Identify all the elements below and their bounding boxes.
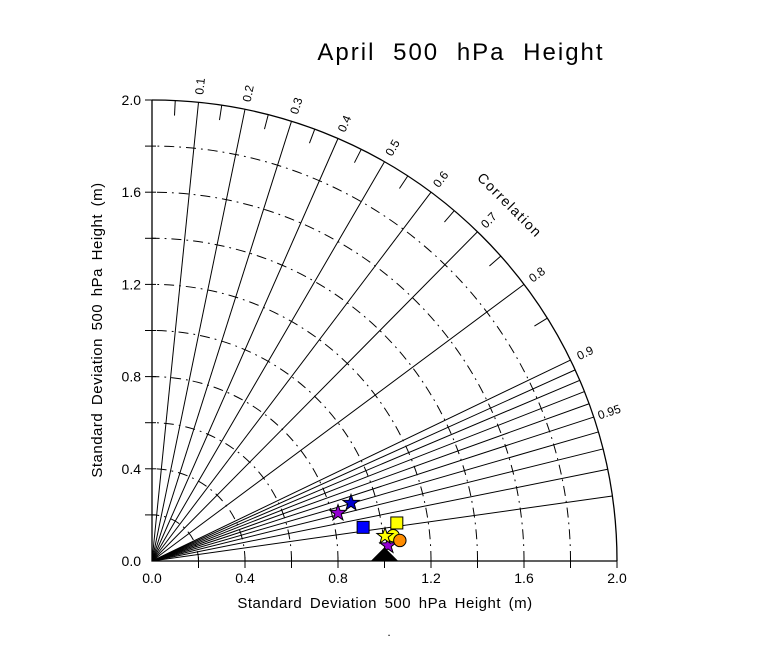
x-tick-label: 1.6 — [514, 570, 534, 586]
y-tick-label: 0.0 — [122, 553, 142, 569]
correlation-radial-line — [151, 468, 608, 562]
correlation-minor-tick — [399, 175, 409, 189]
correlation-minor-tick — [444, 210, 455, 223]
correlation-radial-line — [151, 431, 599, 562]
correlation-tick-label: 0.9 — [575, 343, 596, 363]
correlation-tick-label: 0.95 — [596, 402, 623, 423]
y-tick-label: 0.4 — [122, 461, 142, 477]
correlation-minor-tick — [489, 255, 502, 267]
correlation-axis-label: Correlation — [474, 169, 545, 240]
y-tick-label: 1.2 — [122, 276, 142, 292]
std-dev-arc — [151, 283, 432, 562]
y-tick-label: 2.0 — [122, 92, 142, 108]
correlation-tick-label: 0.8 — [526, 264, 548, 285]
correlation-tick-label: 0.5 — [382, 137, 403, 159]
blue-square-marker — [356, 520, 370, 534]
correlation-radial-line — [151, 231, 478, 562]
correlation-minor-tick — [173, 100, 176, 116]
chart-title: April 500 hPa Height — [317, 39, 604, 66]
correlation-radial-line — [151, 102, 199, 562]
axes — [151, 100, 617, 562]
correlation-radial-line — [151, 379, 580, 562]
correlation-radial-line — [151, 416, 594, 562]
correlation-radial-line — [151, 121, 292, 562]
x-tick-label: 0.4 — [235, 570, 255, 586]
yellow-square-marker — [390, 516, 404, 530]
y-tick-label: 1.6 — [122, 184, 142, 200]
correlation-radial-line — [151, 191, 432, 562]
correlation-radial-line — [151, 283, 525, 562]
correlation-tick-label: 0.3 — [287, 95, 305, 115]
correlation-radial-line — [151, 448, 604, 562]
correlation-tick-label: 0.1 — [192, 77, 208, 95]
std-dev-arc — [151, 514, 199, 562]
std-dev-arc — [151, 376, 339, 562]
correlation-minor-tick — [534, 317, 548, 327]
correlation-tick-label: 0.2 — [240, 84, 257, 103]
correlation-minor-tick — [308, 128, 316, 144]
x-tick-label: 0.8 — [328, 570, 348, 586]
polar-grid-layer: 0.1 0.2 0.3 0.4 0.5 0.6 0.7 0.8 0.9 0.95 0.00.0 0.4… — [122, 77, 627, 586]
blue-star-marker — [341, 492, 361, 512]
correlation-radial-line — [151, 359, 571, 562]
correlation-radial-line — [151, 138, 339, 562]
correlation-radial-line — [151, 109, 246, 562]
purple-star-1-marker — [328, 503, 348, 522]
y-tick-label: 0.8 — [122, 369, 142, 385]
std-dev-arc — [151, 191, 525, 562]
correlation-tick-label: 0.6 — [430, 168, 451, 190]
correlation-minor-tick — [263, 114, 269, 130]
correlation-tick-label: 0.4 — [335, 113, 355, 134]
std-dev-arc — [151, 422, 292, 562]
correlation-radial-line — [151, 495, 613, 562]
outer-arc — [151, 99, 618, 562]
x-tick-label: 1.2 — [421, 570, 441, 586]
stray-dot: . — [387, 625, 390, 639]
data-points-layer — [328, 492, 407, 561]
x-axis-label: Standard Deviation 500 hPa Height (m) — [237, 595, 532, 612]
correlation-minor-tick — [354, 149, 362, 163]
orange-circle-marker — [393, 533, 407, 548]
std-dev-arc — [151, 330, 385, 562]
std-dev-arc — [151, 468, 246, 562]
x-tick-label: 0.0 — [142, 570, 162, 586]
correlation-minor-tick — [218, 105, 223, 121]
x-tick-label: 2.0 — [607, 570, 627, 586]
correlation-radial-line — [151, 403, 590, 562]
correlation-tick-label: 0.7 — [478, 209, 500, 231]
correlation-radial-line — [151, 391, 585, 562]
correlation-radial-line — [151, 369, 576, 562]
std-dev-arc — [151, 237, 478, 562]
correlation-radial-line — [151, 161, 385, 562]
reference-triangle — [371, 547, 398, 561]
yellow-star-marker — [375, 526, 395, 545]
y-axis-label: Standard Deviation 500 hPa Height (m) — [89, 182, 106, 477]
